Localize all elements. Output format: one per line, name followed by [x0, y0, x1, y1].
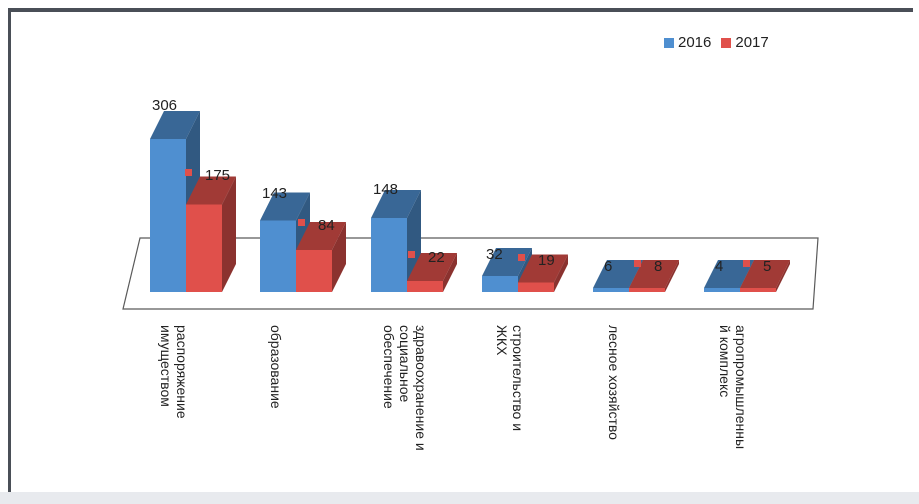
- bar-2017-5-side: [776, 260, 790, 292]
- bar-2017-4-front: [629, 288, 665, 292]
- bar-2017-3-front: [518, 282, 554, 292]
- bar-2017-0-top: [186, 176, 236, 205]
- category-label: лесное хозяйство: [606, 325, 622, 440]
- data-label-2017-2: 22: [428, 249, 445, 266]
- bar-2017-4-top: [629, 260, 679, 288]
- data-label-2017-5: 5: [763, 258, 771, 275]
- data-label-2016-1: 143: [262, 185, 287, 202]
- bar-2016-0-top: [150, 111, 200, 139]
- legend-label-2017: 2017: [735, 34, 769, 51]
- category-label: строительство и ЖКХ: [494, 325, 526, 432]
- bar-2016-4-front: [593, 288, 629, 292]
- category-label: агропромышленны й комплекс: [717, 325, 749, 450]
- bar-2016-2-front: [371, 218, 407, 292]
- data-label-2016-4: 6: [604, 258, 612, 275]
- data-marker-2017-2: [408, 251, 415, 258]
- data-marker-2017-5: [743, 260, 750, 267]
- bar-2017-2-front: [407, 281, 443, 292]
- category-label: образование: [268, 325, 284, 409]
- data-label-2017-0: 175: [205, 167, 230, 184]
- data-label-2016-5: 4: [715, 258, 723, 275]
- legend-entry-2016: 2016: [664, 34, 711, 51]
- bar-2017-3-side: [554, 254, 568, 292]
- legend-swatch-2016: [664, 37, 674, 48]
- bar-2017-2-side: [443, 253, 457, 292]
- bar-2017-0-front: [186, 204, 222, 292]
- data-label-2017-4: 8: [654, 258, 662, 275]
- bar-2017-0-side: [222, 176, 236, 292]
- frame-bottom-shade: [0, 492, 919, 504]
- bar-2017-1-side: [332, 222, 346, 292]
- category-label: здравоохранение и социальное обеспечение: [381, 325, 429, 451]
- bar-2016-0-front: [150, 139, 186, 292]
- bar-2017-2-top: [407, 253, 457, 281]
- legend-entry-2017: 2017: [721, 34, 769, 51]
- bar-2016-1-front: [260, 220, 296, 292]
- bar-2017-1-top: [296, 222, 346, 250]
- bar-2017-5-top: [740, 260, 790, 288]
- bar-2017-4-side: [665, 260, 679, 292]
- data-label-2016-0: 306: [152, 97, 177, 114]
- legend-label-2016: 2016: [678, 34, 712, 51]
- data-label-2016-3: 32: [486, 246, 503, 263]
- bar-2017-5-front: [740, 288, 776, 292]
- data-marker-2017-3: [518, 254, 525, 261]
- legend: 2016 2017: [664, 34, 773, 51]
- bar-2016-5-top: [704, 260, 754, 288]
- data-label-2017-1: 84: [318, 217, 335, 234]
- data-marker-2017-1: [298, 219, 305, 226]
- category-label: распоряжение имуществом: [158, 325, 190, 419]
- data-label-2017-3: 19: [538, 252, 555, 269]
- bar-2017-3-top: [518, 254, 568, 283]
- bar-2016-5-front: [704, 288, 740, 292]
- legend-swatch-2017: [721, 37, 732, 48]
- data-label-2016-2: 148: [373, 181, 398, 198]
- bar-2017-1-front: [296, 250, 332, 292]
- bar-2016-3-front: [482, 276, 518, 292]
- data-marker-2017-0: [185, 169, 192, 176]
- bar-2016-1-top: [260, 192, 310, 221]
- data-marker-2017-4: [634, 260, 641, 267]
- bar-2016-2-top: [371, 190, 421, 218]
- bar-2016-4-top: [593, 260, 643, 288]
